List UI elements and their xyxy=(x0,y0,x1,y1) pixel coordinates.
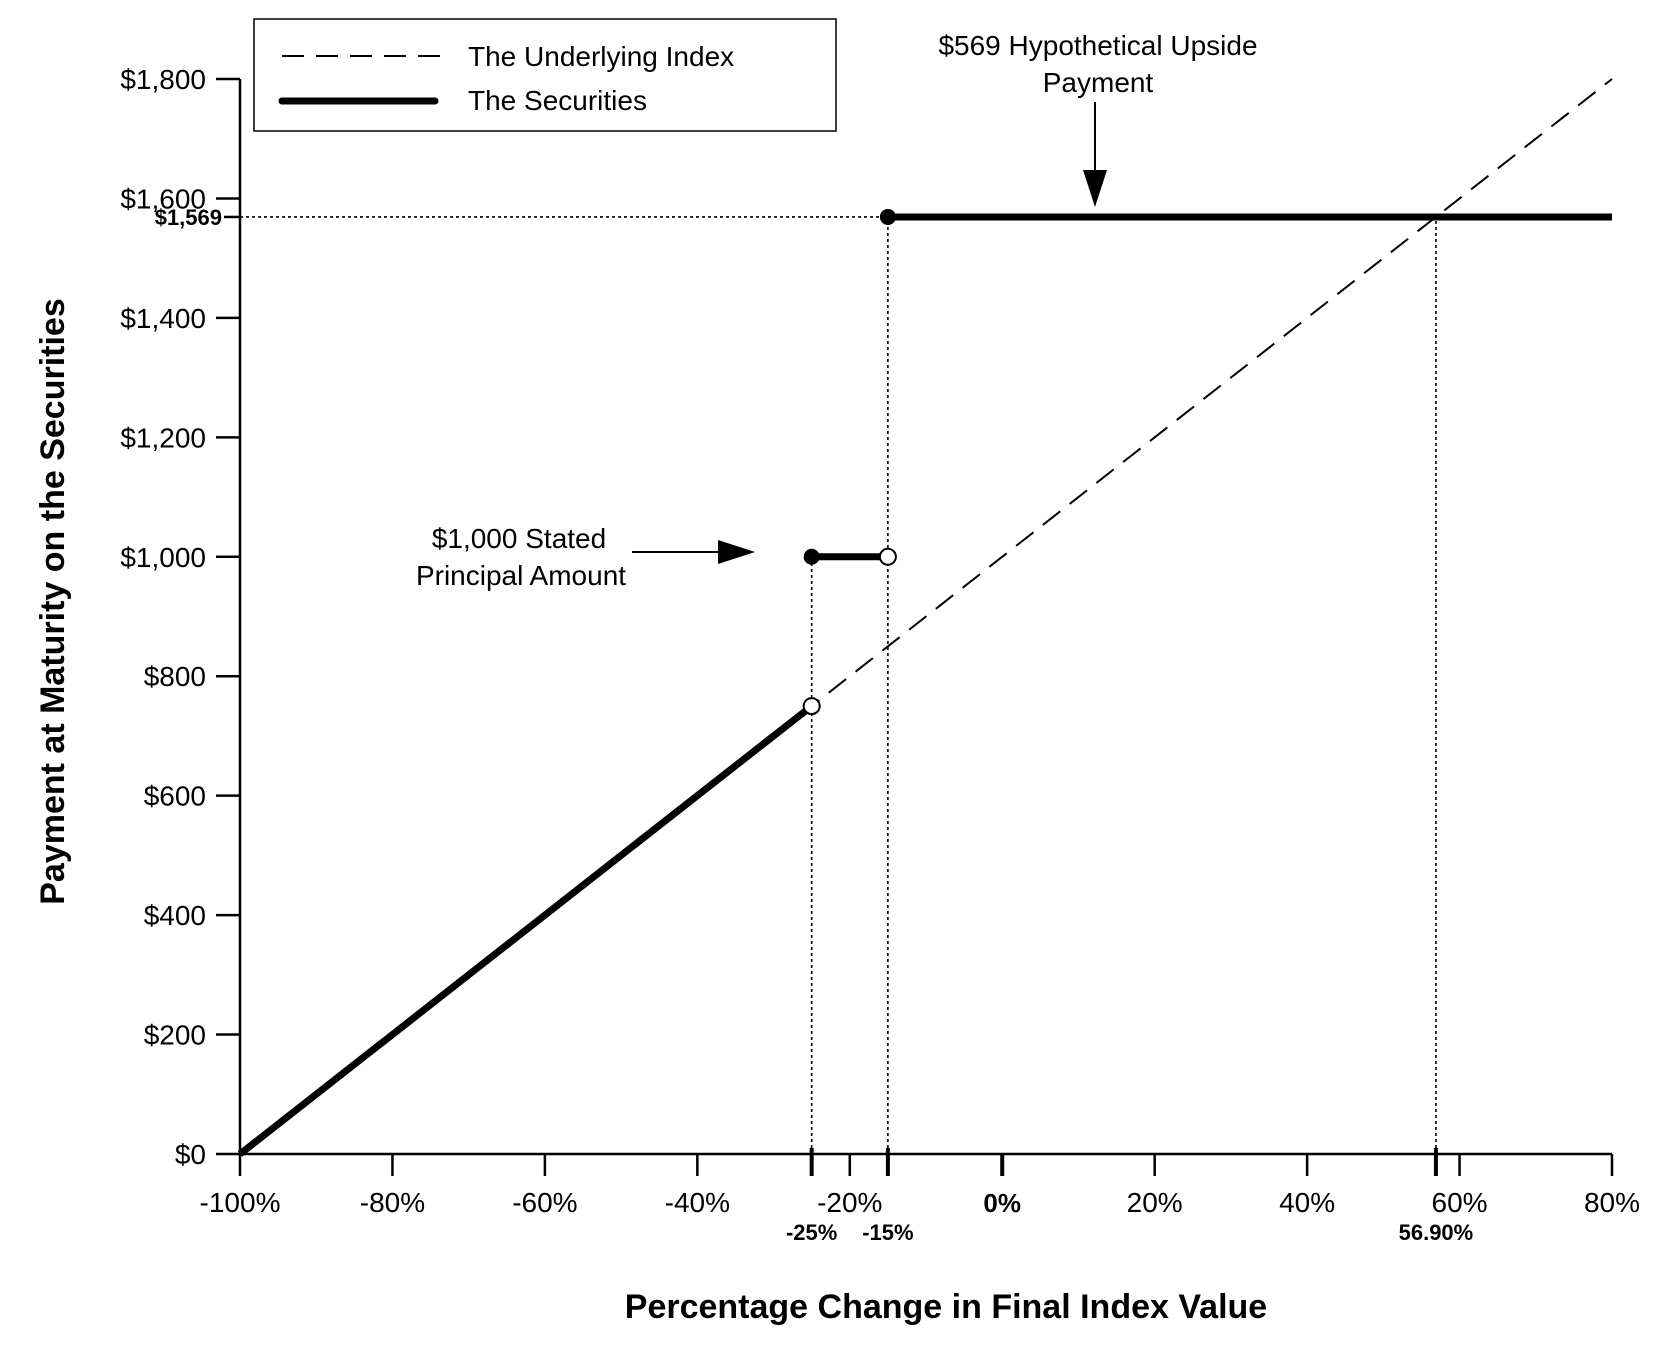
x-tick-label: 0% xyxy=(983,1188,1021,1218)
y-tick-label: $1,200 xyxy=(120,422,206,453)
y-tick-label: $1,800 xyxy=(120,64,206,95)
y-tick-label: $1,600 xyxy=(120,183,206,214)
series-layer xyxy=(237,78,1613,1157)
marker-x-label: 56.90% xyxy=(1399,1220,1474,1245)
y-tick-label: $1,000 xyxy=(120,542,206,573)
legend-label-index: The Underlying Index xyxy=(468,41,734,72)
x-tick-label: -60% xyxy=(512,1187,577,1218)
reference-lines xyxy=(240,216,1437,1154)
legend-box xyxy=(253,18,837,132)
legend: The Underlying Index The Securities xyxy=(253,18,837,132)
upside-arrow-head xyxy=(1083,170,1107,207)
x-tick-label: -100% xyxy=(200,1187,281,1218)
y-axis-title: Payment at Maturity on the Securities xyxy=(34,298,72,905)
annotations-layer: $569 Hypothetical Upside Payment $1,000 St… xyxy=(416,30,1258,591)
y-tick-label: $600 xyxy=(144,781,206,812)
y-tick-label: $1,400 xyxy=(120,303,206,334)
y-tick-label: $200 xyxy=(144,1020,206,1051)
x-tick-label: 20% xyxy=(1127,1187,1183,1218)
x-tick-label: 80% xyxy=(1584,1187,1640,1218)
filled-marker xyxy=(803,548,820,565)
legend-label-securities: The Securities xyxy=(468,85,647,116)
marker-x-label: -25% xyxy=(786,1220,837,1245)
x-tick-label: -80% xyxy=(360,1187,425,1218)
filled-marker xyxy=(879,208,896,225)
x-axis-title: Percentage Change in Final Index Value xyxy=(625,1288,1267,1326)
x-tick-label: 40% xyxy=(1279,1187,1335,1218)
y-tick-label: $800 xyxy=(144,661,206,692)
principal-annotation-line1: $1,000 Stated xyxy=(432,523,606,554)
securities-segment xyxy=(237,703,814,1157)
y-tick-label: $400 xyxy=(144,900,206,931)
x-tick-label: -20% xyxy=(817,1187,882,1218)
upside-annotation-line1: $569 Hypothetical Upside xyxy=(938,30,1257,61)
x-tick-label: 60% xyxy=(1432,1187,1488,1218)
labels-layer: $0 $200 $400 $600 $800 $1,000 $1,200 $1,400 $1,6… xyxy=(34,64,1640,1326)
x-tick-label: -40% xyxy=(665,1187,730,1218)
principal-annotation-line2: Principal Amount xyxy=(416,560,626,591)
upside-annotation-line2: Payment xyxy=(1043,67,1154,98)
marker-x-label: -15% xyxy=(862,1220,913,1245)
y-tick-label: $0 xyxy=(175,1139,206,1170)
open-marker xyxy=(878,547,897,566)
principal-arrow-head xyxy=(718,540,755,564)
marker-y-label: $1,569 xyxy=(155,205,222,230)
open-marker xyxy=(802,697,821,716)
axes xyxy=(216,77,1614,1176)
